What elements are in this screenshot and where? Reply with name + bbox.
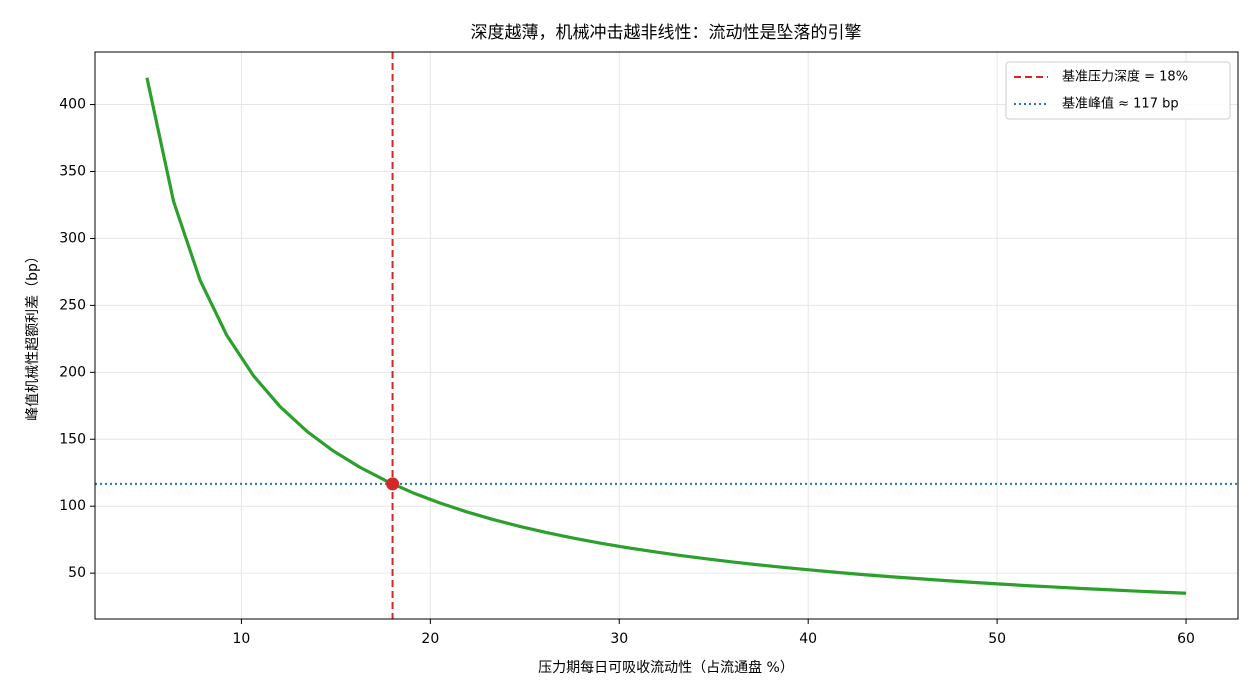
y-tick-label: 200 [59,364,86,380]
x-tick-label: 10 [233,631,251,647]
y-tick-label: 50 [68,565,86,581]
y-tick-label: 300 [59,230,86,246]
legend-box [1005,61,1231,120]
x-tick-label: 20 [421,631,439,647]
y-tick-label: 150 [59,431,86,447]
y-tick-label: 250 [59,297,86,313]
data-line [145,77,1187,595]
marker-point [386,477,400,491]
plot-frame [94,51,1239,620]
x-axis-label: 压力期每日可吸收流动性（占流通盘 %） [538,659,794,676]
y-tick-label: 100 [59,498,86,514]
x-tick-label: 30 [610,631,628,647]
y-axis-label: 峰值机械性超额利差（bp） [25,249,41,421]
y-tick-label: 400 [59,97,86,113]
y-tick-label: 350 [59,163,86,179]
x-tick-label: 50 [988,631,1006,647]
x-tick-label: 40 [799,631,817,647]
legend-label: 基准峰值 ≈ 117 bp [1062,96,1179,112]
chart-title: 深度越薄，机械冲击越非线性：流动性是坠落的引擎 [471,23,862,43]
x-tick-label: 60 [1177,631,1195,647]
legend-label: 基准压力深度 = 18% [1062,69,1188,85]
